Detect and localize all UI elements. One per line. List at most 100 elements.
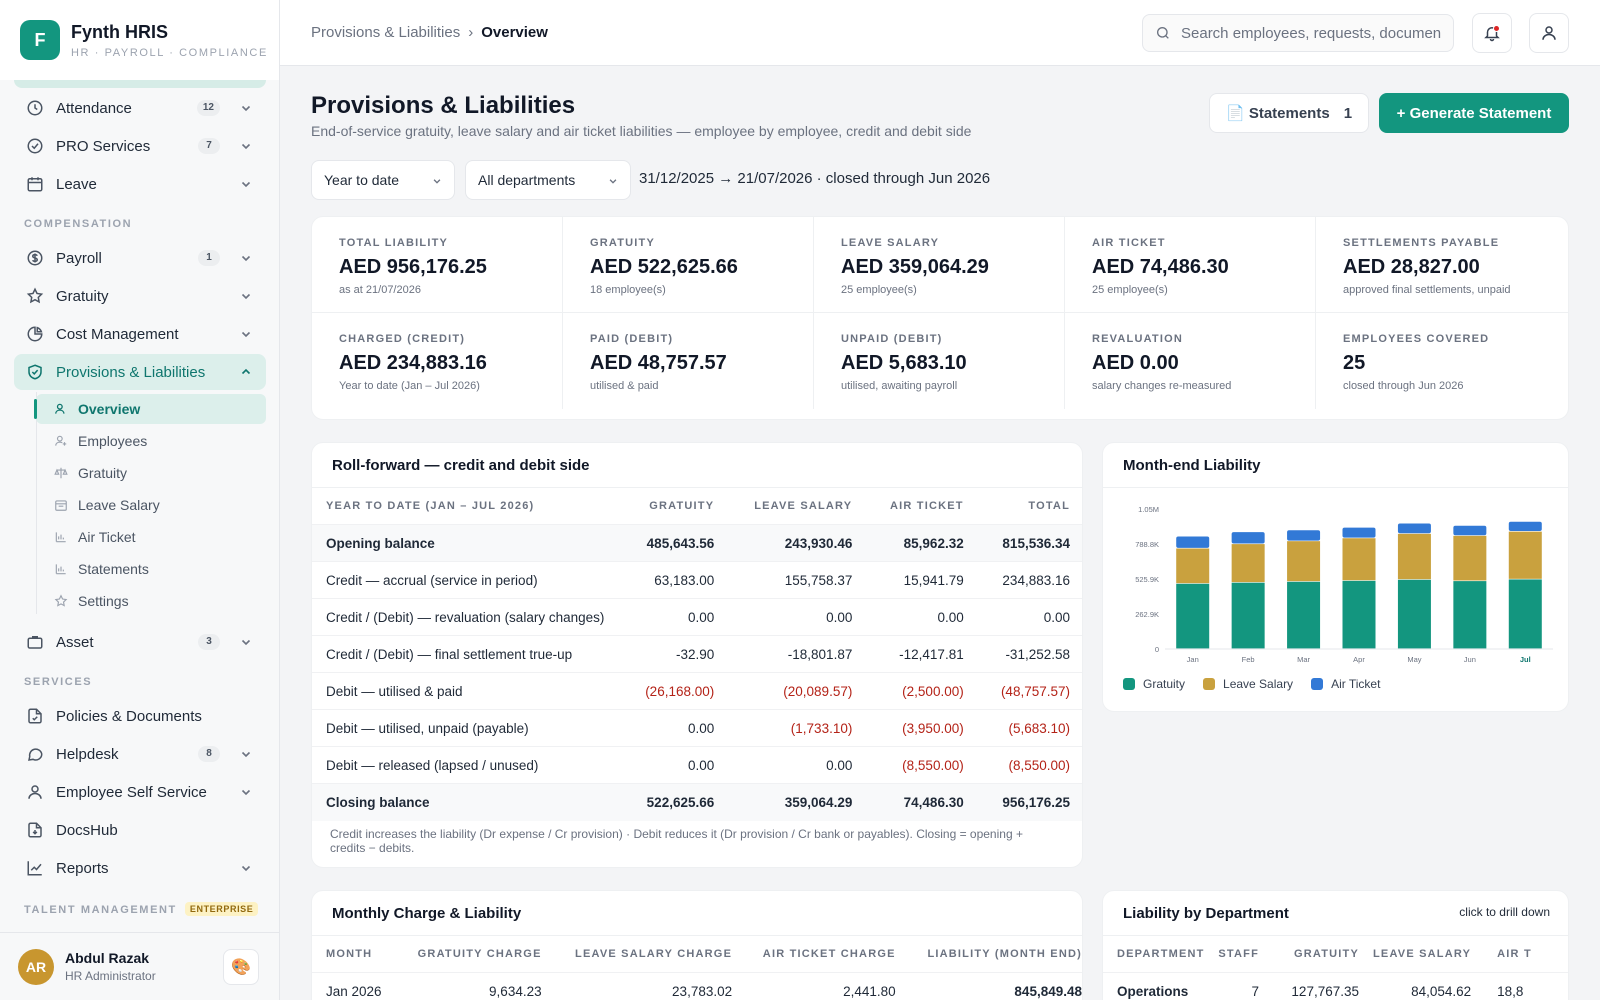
period-select-value: Year to date [324,172,399,188]
sidebar-item-provisions-liabilities[interactable]: Provisions & Liabilities [14,354,266,390]
kpi-label: SETTLEMENTS PAYABLE [1343,237,1500,249]
sidebar-item-cost-management[interactable]: Cost Management [14,316,266,352]
x-tick-label: Feb [1242,655,1255,664]
count-badge: 1 [198,250,220,266]
bar-segment-gratuity [1453,581,1487,649]
sidebar-item-helpdesk[interactable]: Helpdesk 8 [14,736,266,772]
department-table: DEPARTMENT STAFF GRATUITY LEAVE SALARY A… [1103,935,1568,1000]
kpi-value: AED 522,625.66 [590,256,738,278]
row-label: Debit — released (lapsed / unused) [312,746,622,784]
subitem-leave-salary[interactable]: Leave Salary [36,490,266,520]
statements-button[interactable]: 📄 Statements 1 [1209,93,1369,133]
sidebar-item-docshub[interactable]: DocsHub [14,812,266,848]
sidebar-item-pro-services[interactable]: PRO Services 7 [14,128,266,164]
chart-legend: Gratuity Leave Salary Air Ticket [1123,677,1398,691]
kpi-settlements-payable: SETTLEMENTS PAYABLE AED 28,827.00 approv… [1316,217,1568,313]
legend-item[interactable]: Leave Salary [1203,677,1293,691]
kpi-card: TOTAL LIABILITY AED 956,176.25 as at 21/… [311,216,1569,420]
column-header: DEPARTMENT [1117,948,1205,960]
search-input[interactable] [1181,24,1441,42]
kpi-label: GRATUITY [590,237,656,249]
pie-icon [27,326,43,342]
bar-segment-leave-salary [1342,538,1376,581]
kpi-label: EMPLOYEES COVERED [1343,333,1490,345]
table-row: Credit — accrual (service in period) 63,… [312,561,1082,599]
table-cell: Jan 2026 [312,972,402,1000]
chevron-down-icon [609,179,617,184]
brand[interactable]: F Fynth HRIS HR · PAYROLL · COMPLIANCE [0,0,279,80]
notification-dot [1493,25,1500,32]
kpi-label: TOTAL LIABILITY [339,237,449,249]
chevron-up-icon [241,368,251,375]
notifications-button[interactable] [1472,13,1512,53]
chevron-down-icon [241,293,251,300]
kpi-charged-credit: CHARGED (CREDIT) AED 234,883.16 Year to … [312,313,563,409]
table-row[interactable]: Operations 7 127,767.35 84,054.62 18,8 [1103,972,1568,1000]
month-end-liability-panel: Month-end Liability 0 262.9K 525.9K 788.8K 1… [1102,442,1569,712]
star-icon [26,287,44,304]
monthly-table: MONTH GRATUITY CHARGE LEAVE SALARY CHARG… [312,935,1082,1000]
file-icon [28,822,42,838]
file-check-icon [28,708,42,724]
legend-swatch [1203,678,1216,690]
table-cell: 815,536.34 [977,524,1082,562]
drill-down-hint: click to drill down [1459,905,1550,919]
sidebar-item-label: Policies & Documents [56,707,202,725]
sidebar-item-attendance[interactable]: Attendance 12 [14,90,266,126]
column-header: YEAR TO DATE (JAN – JUL 2026) [326,500,535,512]
table-row: Credit / (Debit) — revaluation (salary c… [312,598,1082,636]
column-header: STAFF [1218,948,1259,960]
sidebar-item-employee-self-service[interactable]: Employee Self Service [14,774,266,810]
sidebar-item-reports[interactable]: Reports [14,850,266,886]
table-cell: -31,252.58 [977,635,1082,673]
subitem-air-ticket[interactable]: Air Ticket [36,522,266,552]
row-label: Debit — utilised & paid [312,672,622,710]
kpi-air-ticket: AIR TICKET AED 74,486.30 25 employee(s) [1065,217,1316,313]
subitem-statements[interactable]: Statements [36,554,266,584]
panel-title: Month-end Liability [1123,457,1261,474]
sidebar-item-leave[interactable]: Leave [14,166,266,202]
section-label-text: TALENT MANAGEMENT [24,904,177,916]
table-header-row: YEAR TO DATE (JAN – JUL 2026) GRATUITY L… [312,487,1082,525]
department-select[interactable]: All departments [465,160,631,200]
y-tick-label: 262.9K [1135,610,1159,619]
chevron-down-icon [241,255,251,262]
sidebar-item-asset[interactable]: Asset 3 [14,624,266,660]
legend-item[interactable]: Gratuity [1123,677,1185,691]
legend-label: Air Ticket [1331,677,1381,691]
breadcrumb-link[interactable]: Provisions & Liabilities [311,24,461,41]
subitem-settings[interactable]: Settings [36,586,266,616]
period-select[interactable]: Year to date [311,160,455,200]
table-cell: (48,757.57) [977,672,1082,710]
legend-swatch [1123,678,1135,690]
table-row[interactable]: Jan 2026 9,634.23 23,783.02 2,441.80 845… [312,972,1082,1000]
subitem-label: Statements [78,561,149,577]
sidebar-item-policies-documents[interactable]: Policies & Documents [14,698,266,734]
user-card[interactable]: AR Abdul Razak HR Administrator 🎨 [0,932,279,1000]
kpi-sub: approved final settlements, unpaid [1343,284,1511,296]
legend-label: Gratuity [1143,677,1186,691]
sidebar-item-gratuity[interactable]: Gratuity [14,278,266,314]
kpi-sub: 18 employee(s) [590,284,666,296]
table-cell: 0.00 [728,746,867,784]
profile-button[interactable] [1529,13,1569,53]
table-row: Debit — utilised, unpaid (payable) 0.00 … [312,709,1082,747]
kpi-value: AED 48,757.57 [590,352,727,374]
legend-label: Leave Salary [1223,677,1294,691]
x-tick-label: Mar [1297,655,1310,664]
subitem-gratuity[interactable]: Gratuity [36,458,266,488]
table-cell: 0.00 [622,709,729,747]
kpi-label: UNPAID (DEBIT) [841,333,943,345]
generate-statement-button[interactable]: + Generate Statement [1379,93,1569,133]
row-label: Debit — utilised, unpaid (payable) [312,709,622,747]
theme-palette-button[interactable]: 🎨 [223,949,259,985]
sidebar-item-payroll[interactable]: Payroll 1 [14,240,266,276]
subitem-overview[interactable]: Overview [34,394,266,424]
column-header: GRATUITY [649,500,715,512]
search-box[interactable] [1142,14,1454,52]
bar-segment-leave-salary [1176,548,1210,584]
bar-segment-leave-salary [1287,541,1321,582]
subitem-employees[interactable]: Employees [36,426,266,456]
legend-item[interactable]: Air Ticket [1311,677,1380,691]
user-icon [1542,26,1556,40]
